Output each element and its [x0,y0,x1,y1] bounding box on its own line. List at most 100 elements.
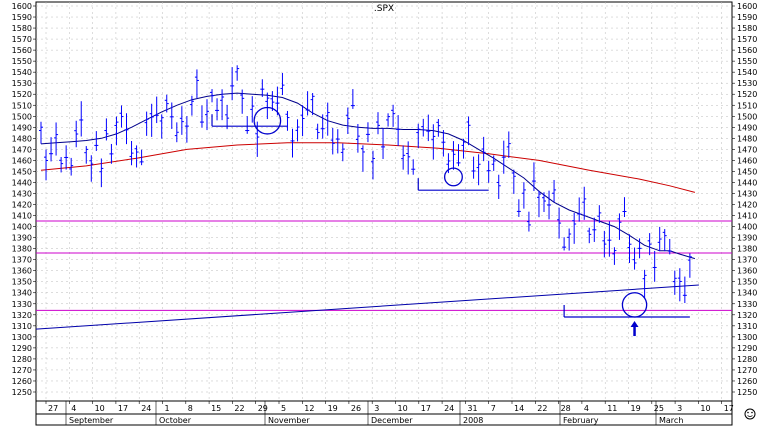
x-tick-label: 19 [328,404,338,413]
y-tick-label: 1600 [12,2,32,11]
x-tick-label: 19 [631,404,641,413]
y-tick-label: 1250 [737,388,757,397]
y-tick-label: 1580 [12,24,32,33]
y-tick-label: 1550 [737,57,757,66]
y-tick-label: 1480 [12,134,32,143]
y-tick-label: 1540 [12,68,32,77]
support-trendline [35,284,699,330]
highlight-circle [253,106,282,135]
month-label: 2008 [463,416,483,425]
y-axis-right: 1600 1590 1580 1570 1560 1550 1540 1530 1520 1510… [732,2,757,397]
y-tick-label: 1370 [737,256,757,265]
y-tick-label: 1260 [737,377,757,386]
x-axis-month-band [35,413,733,426]
y-tick-label: 1540 [737,68,757,77]
month-label: November [268,416,310,425]
y-tick-label: 1270 [737,366,757,375]
y-tick-label: 1410 [737,212,757,221]
x-tick-label: 7 [491,404,496,413]
y-tick-label: 1600 [737,2,757,11]
x-tick-label: 17 [118,404,128,413]
month-label: March [659,416,683,425]
month-label: October [159,416,192,425]
x-axis: 27 4 10 17 24 1 8 15 22 29 5 12 19 26 3 10 17 24 31 7 14 22 28… [45,401,734,425]
y-tick-label: 1420 [12,201,32,210]
chart-title: .SPX [374,4,394,14]
y-tick-label: 1560 [737,46,757,55]
x-tick-label: 22 [234,404,244,413]
x-tick-label: 3 [374,404,379,413]
y-tick-label: 1330 [12,300,32,309]
y-tick-label: 1430 [12,189,32,198]
y-tick-label: 1350 [12,278,32,287]
highlight-circle [621,292,648,318]
y-tick-label: 1300 [737,333,757,342]
annotations [211,106,690,337]
y-tick-label: 1320 [737,311,757,320]
y-tick-label: 1400 [12,223,32,232]
moving-average-long [40,142,696,193]
x-tick-label: 17 [724,404,734,413]
x-tick-label: 25 [654,404,664,413]
y-tick-label: 1590 [12,13,32,22]
x-tick-label: 10 [95,404,105,413]
y-tick-label: 1290 [737,344,757,353]
smiley-icon [744,408,756,420]
y-tick-label: 1390 [737,234,757,243]
y-tick-label: 1320 [12,311,32,320]
y-tick-label: 1500 [12,112,32,121]
y-tick-label: 1520 [737,90,757,99]
x-tick-label: 27 [48,404,58,413]
x-tick-label: 26 [351,404,361,413]
y-tick-label: 1500 [737,112,757,121]
y-tick-label: 1330 [737,300,757,309]
y-tick-label: 1350 [737,278,757,287]
x-tick-label: 10 [700,404,710,413]
x-tick-label: 24 [141,404,151,413]
y-tick-label: 1530 [12,79,32,88]
y-tick-label: 1290 [12,344,32,353]
x-tick-label: 28 [561,404,571,413]
highlight-circle [443,167,463,187]
y-tick-label: 1510 [737,101,757,110]
x-tick-label: 14 [514,404,524,413]
x-tick-label: 8 [188,404,193,413]
horizontal-levels [36,220,732,311]
y-tick-label: 1260 [12,377,32,386]
support-line [35,284,699,330]
y-tick-label: 1560 [12,46,32,55]
y-tick-label: 1340 [737,289,757,298]
y-tick-label: 1460 [737,156,757,165]
plot-frame [35,1,733,402]
price-bars [39,65,692,304]
y-tick-label: 1450 [737,167,757,176]
x-tick-label: 17 [421,404,431,413]
x-tick-label: 4 [584,404,589,413]
y-tick-label: 1280 [12,355,32,364]
x-tick-label: 31 [467,404,477,413]
y-tick-label: 1310 [737,322,757,331]
y-tick-label: 1590 [737,13,757,22]
y-tick-label: 1480 [737,134,757,143]
y-tick-label: 1340 [12,289,32,298]
x-tick-label: 1 [165,404,170,413]
y-tick-label: 1310 [12,322,32,331]
y-tick-label: 1410 [12,212,32,221]
y-tick-label: 1400 [737,223,757,232]
y-tick-label: 1490 [737,123,757,132]
month-label: September [69,416,114,425]
grid-lines [36,2,732,401]
x-tick-label: 4 [71,404,76,413]
month-label: February [563,416,599,425]
x-tick-label: 5 [281,404,286,413]
x-tick-label: 15 [211,404,221,413]
x-tick-label: 24 [444,404,454,413]
x-tick-label: 29 [258,404,268,413]
y-tick-label: 1470 [737,145,757,154]
up-arrow-head [630,321,639,328]
y-tick-label: 1580 [737,24,757,33]
x-tick-label: 3 [677,404,682,413]
month-label: December [371,416,413,425]
y-tick-label: 1430 [737,189,757,198]
